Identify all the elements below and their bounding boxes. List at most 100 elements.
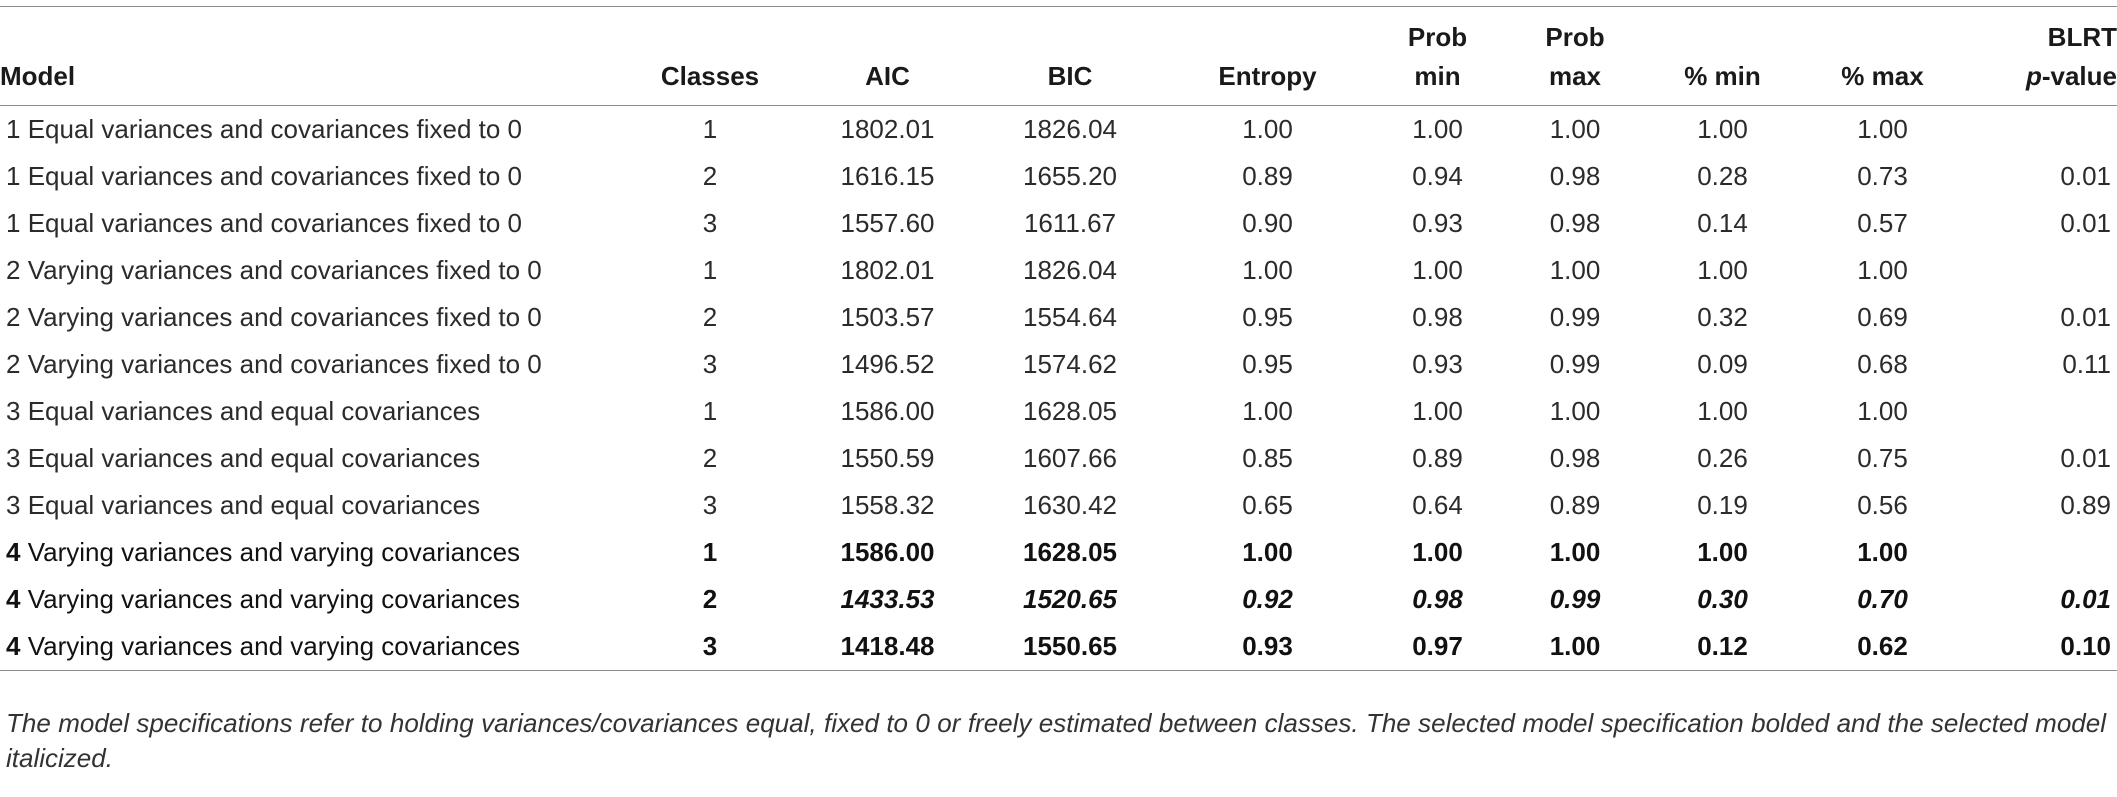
- cell-pct-max: 0.56: [1857, 490, 1908, 520]
- cell-pct-max: 1.00: [1857, 396, 1908, 426]
- cell-pct-min: 0.30: [1697, 584, 1748, 614]
- model-number: 4: [6, 584, 21, 614]
- model-number: 1: [6, 114, 21, 144]
- cell-entropy: 0.95: [1242, 349, 1293, 379]
- cell-bic: 1655.20: [1023, 161, 1117, 191]
- cell-pct-min: 1.00: [1697, 255, 1748, 285]
- cell-model: 4 Varying variances and varying covarian…: [0, 576, 620, 623]
- model-fit-table: Prob Prob BLRT Model Classes AIC BIC Ent…: [0, 6, 2117, 671]
- header-aic: AIC: [865, 60, 910, 91]
- cell-pct-max: 0.75: [1857, 443, 1908, 473]
- cell-pct-max: 0.70: [1857, 584, 1908, 614]
- cell-aic: 1433.53: [840, 584, 935, 614]
- cell-entropy: 1.00: [1242, 396, 1293, 426]
- cell-aic: 1586.00: [840, 537, 935, 567]
- cell-prob-max: 0.89: [1549, 490, 1601, 520]
- cell-pct-max: 1.00: [1857, 255, 1908, 285]
- cell-pct-max: 1.00: [1857, 537, 1908, 567]
- cell-aic: 1418.48: [800, 623, 975, 671]
- cell-prob-min: 0.89: [1412, 443, 1463, 473]
- cell-blrt: 0.89: [2060, 490, 2111, 520]
- table-row: 2 Varying variances and covariances fixe…: [0, 294, 2117, 341]
- header-classes: Classes: [660, 60, 760, 91]
- cell-aic: 1802.01: [840, 114, 935, 144]
- cell-blrt: 0.01: [2060, 161, 2111, 191]
- model-description: Equal variances and covariances fixed to…: [27, 161, 522, 191]
- cell-pct-min: 0.09: [1697, 349, 1748, 379]
- cell-bic: 1520.65: [1023, 584, 1117, 614]
- cell-entropy: 0.95: [1242, 302, 1293, 332]
- cell-prob-min: 0.93: [1412, 349, 1463, 379]
- cell-pct-max: 0.73: [1857, 161, 1908, 191]
- cell-pct-min: 1.00: [1697, 537, 1748, 567]
- model-number: 1: [6, 161, 21, 191]
- cell-model: 4 Varying variances and varying covarian…: [0, 623, 620, 671]
- cell-model: 2 Varying variances and covariances fixe…: [0, 341, 620, 388]
- header-entropy: Entropy: [1218, 60, 1317, 91]
- cell-model: 3 Equal variances and equal covariances: [0, 388, 620, 435]
- cell-classes: 3: [702, 208, 718, 238]
- cell-blrt: 0.01: [2060, 584, 2111, 614]
- cell-blrt: 0.11: [2062, 349, 2111, 379]
- cell-prob-max: 1.00: [1549, 396, 1601, 426]
- header-blrt-bottom: p-value: [1965, 53, 2117, 106]
- model-number: 2: [6, 255, 21, 285]
- cell-blrt: [1965, 529, 2117, 576]
- cell-classes: 3: [702, 490, 718, 520]
- cell-bic: 1607.66: [1023, 443, 1117, 473]
- header-model: Model: [0, 60, 76, 91]
- header-row-bottom: Model Classes AIC BIC Entropy min max % …: [0, 53, 2117, 106]
- cell-aic: 1586.00: [840, 396, 935, 426]
- cell-pct-max: 0.57: [1857, 208, 1908, 238]
- header-blrt-value: -value: [2041, 60, 2117, 91]
- cell-aic: 1616.15: [840, 161, 935, 191]
- table-row: 3 Equal variances and equal covariances 1…: [0, 388, 2117, 435]
- cell-entropy: 0.90: [1242, 208, 1293, 238]
- cell-prob-min: 1.00: [1412, 255, 1463, 285]
- cell-prob-max: 1.00: [1549, 255, 1601, 285]
- model-number: 4: [6, 631, 21, 661]
- cell-entropy: 0.65: [1242, 490, 1293, 520]
- model-description: Equal variances and covariances fixed to…: [27, 114, 522, 144]
- cell-bic: 1630.42: [1023, 490, 1117, 520]
- cell-aic: 1558.32: [840, 490, 935, 520]
- cell-prob-min: 1.00: [1412, 114, 1463, 144]
- cell-pct-min: 1.00: [1697, 396, 1748, 426]
- header-prob-max-top: Prob: [1545, 22, 1605, 52]
- cell-prob-max: 0.98: [1549, 443, 1601, 473]
- cell-pct-max: 1.00: [1857, 114, 1908, 144]
- cell-model: 3 Equal variances and equal covariances: [0, 435, 620, 482]
- cell-aic: 1550.59: [840, 443, 935, 473]
- cell-entropy: 0.85: [1242, 443, 1293, 473]
- cell-bic: 1826.04: [1023, 255, 1117, 285]
- cell-pct-min: 0.32: [1697, 302, 1748, 332]
- header-prob-min-top: Prob: [1407, 22, 1468, 52]
- cell-prob-min: 0.98: [1412, 584, 1463, 614]
- cell-entropy: 0.89: [1242, 161, 1293, 191]
- cell-prob-min: 0.98: [1412, 302, 1463, 332]
- model-description: Varying variances and varying covariance…: [27, 584, 521, 614]
- cell-aic: 1557.60: [840, 208, 935, 238]
- cell-pct-max: 0.62: [1800, 623, 1965, 671]
- model-description: Varying variances and covariances fixed …: [27, 349, 542, 379]
- header-blrt-top: BLRT: [2047, 22, 2117, 52]
- cell-model: 1 Equal variances and covariances fixed …: [0, 106, 620, 154]
- cell-aic: 1802.01: [840, 255, 935, 285]
- cell-classes: 2: [702, 443, 718, 473]
- cell-model: 2 Varying variances and covariances fixe…: [0, 294, 620, 341]
- cell-prob-max: 0.98: [1549, 161, 1601, 191]
- table-row: 4 Varying variances and varying covarian…: [0, 576, 2117, 623]
- cell-blrt: 0.01: [2060, 208, 2111, 238]
- header-pct-max: % max: [1841, 60, 1924, 91]
- cell-prob-max: 0.99: [1549, 584, 1601, 614]
- header-bic: BIC: [1047, 60, 1093, 91]
- model-number: 3: [6, 490, 21, 520]
- table-row: 3 Equal variances and equal covariances 3…: [0, 482, 2117, 529]
- cell-aic: 1496.52: [840, 349, 935, 379]
- table-row: 4 Varying variances and varying covarian…: [0, 529, 2117, 576]
- cell-bic: 1826.04: [1023, 114, 1117, 144]
- cell-bic: 1611.67: [1023, 208, 1117, 238]
- cell-classes: 1: [702, 537, 718, 567]
- cell-entropy: 1.00: [1242, 114, 1293, 144]
- cell-aic: 1503.57: [840, 302, 935, 332]
